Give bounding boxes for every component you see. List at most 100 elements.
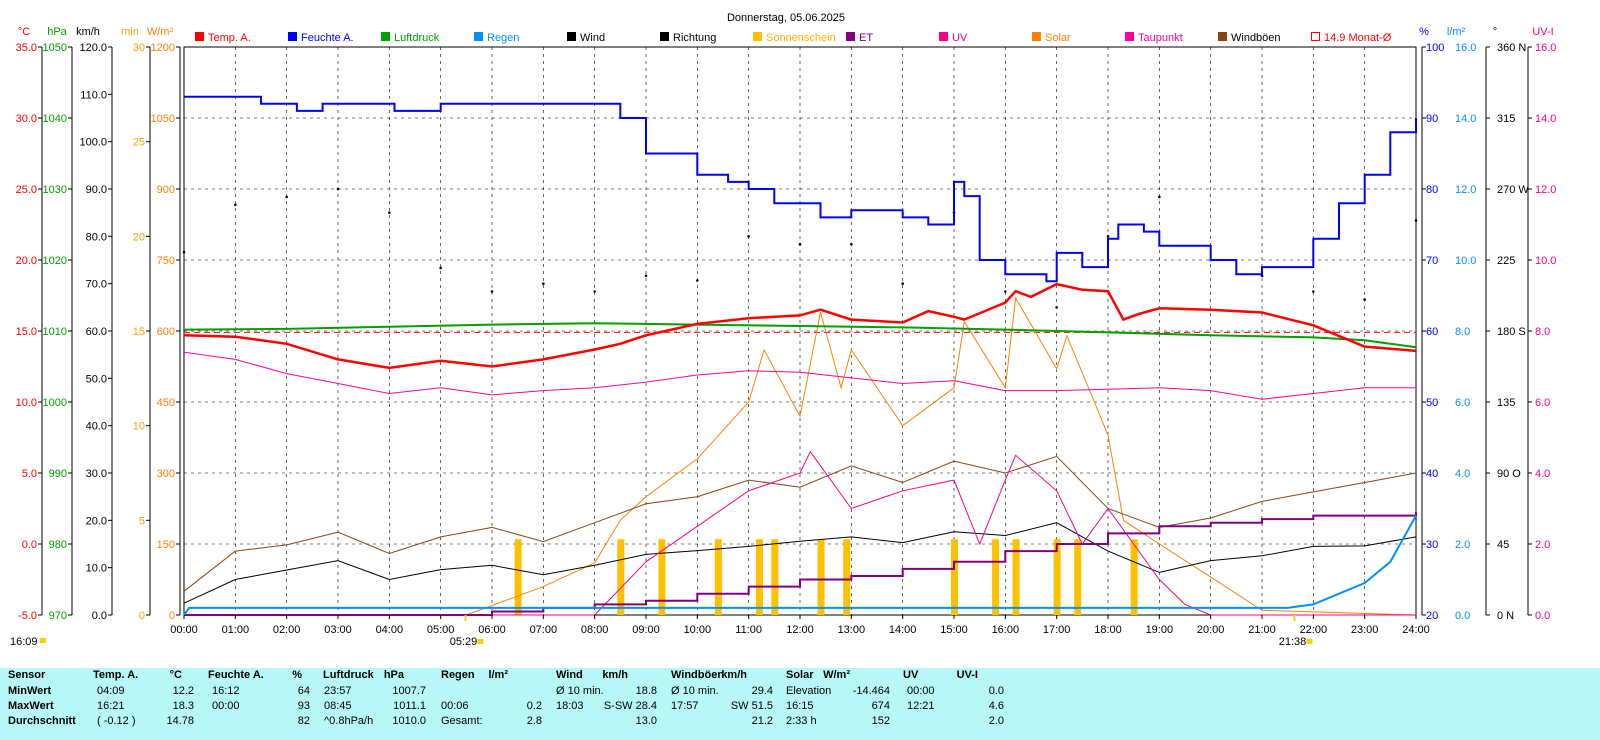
- stats-time: ^0.8hPa/h: [324, 715, 374, 727]
- x-tick-label: 14:00: [889, 624, 917, 636]
- direction-dot: [234, 203, 237, 207]
- series-regen: [183, 515, 1417, 616]
- legend-label: Luftdruck: [394, 32, 440, 44]
- series-et: [184, 512, 1417, 616]
- stats-header: Solar: [786, 669, 814, 681]
- axis-tick-label: 12.0: [1455, 184, 1476, 196]
- legend-swatch: [753, 32, 762, 41]
- stats-time: 2:33 h: [786, 715, 817, 727]
- axis-tick-label: 70.0: [86, 279, 107, 291]
- series-wind: [183, 522, 1417, 604]
- stats-value: 18.8: [635, 685, 657, 697]
- stats-value: 2.8: [526, 715, 542, 727]
- axis-tick-label: 360 N: [1497, 42, 1526, 54]
- legend-label: Richtung: [673, 32, 716, 44]
- stats-value: 14.78: [166, 715, 194, 727]
- direction-dot: [1055, 306, 1058, 309]
- stats-header: Sensor: [8, 669, 46, 681]
- sunshine-bar: [1130, 539, 1138, 615]
- axis-tick-label: 1020: [43, 255, 67, 267]
- legend-swatch: [288, 32, 297, 41]
- axis-tick-label: 0: [169, 610, 175, 622]
- axis-tick-label: 1030: [43, 184, 67, 196]
- stats-header: Temp. A.: [93, 669, 139, 681]
- stats-row-label: MinWert: [8, 685, 52, 697]
- axis-tick-label: 0.0: [92, 610, 107, 622]
- series-taupunkt: [183, 351, 1416, 400]
- axis-tick-label: 750: [157, 255, 175, 267]
- axis-tick-label: 225: [1497, 255, 1515, 267]
- stats-time: Gesamt:: [441, 715, 483, 727]
- x-tick-label: 02:00: [273, 624, 301, 636]
- direction-dot: [850, 242, 853, 246]
- direction-dot: [1004, 290, 1007, 293]
- axis-tick-label: 25.0: [16, 184, 37, 196]
- axis-tick-label: 14.0: [1455, 113, 1476, 125]
- axis-tick-label: 16.0: [1535, 42, 1556, 54]
- x-tick-label: 11:00: [735, 624, 762, 636]
- axis-tick-label: 0.0: [22, 539, 37, 551]
- stats-table: Sensor Temp. A. °C Feuchte A.% Luftdruck hPa R…: [0, 668, 1600, 740]
- axis-tick-label: 1050: [151, 113, 175, 125]
- series-temp-a-: [183, 282, 1417, 370]
- direction-dot: [542, 282, 545, 285]
- axis-tick-label: 110.0: [80, 89, 107, 101]
- series-feuchte-a-: [184, 95, 1417, 283]
- stats-value: 21.2: [751, 715, 773, 727]
- direction-dot: [593, 290, 596, 293]
- axis-tick-label: 1000: [43, 397, 67, 409]
- legend-swatch: [474, 32, 483, 41]
- x-tick-label: 10:00: [684, 624, 712, 636]
- stats-value: 0.0: [988, 685, 1004, 697]
- axis-tick-label: 8.0: [1535, 326, 1550, 338]
- stats-row-label: Durchschnitt: [8, 715, 76, 727]
- legend-swatch: [567, 32, 576, 41]
- axis-tick-label: 10.0: [86, 563, 107, 575]
- axis-tick-label: 135: [1497, 397, 1515, 409]
- axis-unit: UV-I: [1532, 26, 1553, 38]
- left-axes: °C 35.0 30.0 25.0 20.0 15.0 10.0 5.0 0.0 -5.0 hPa 1…: [16, 26, 181, 622]
- direction-dot: [490, 290, 494, 293]
- x-tick-label: 03:00: [324, 624, 352, 636]
- stats-time: 00:06: [441, 700, 469, 712]
- x-tick-label: 18:00: [1094, 624, 1122, 636]
- stats-value: 152: [871, 715, 890, 727]
- x-tick-label: 04:00: [376, 624, 404, 636]
- stats-value: 18.3: [172, 700, 194, 712]
- stats-time: 12:21: [907, 700, 935, 712]
- sunshine-bar: [658, 539, 666, 615]
- axis-tick-label: 30.0: [16, 113, 37, 125]
- legend-swatch: [195, 32, 204, 41]
- legend-swatch: [939, 32, 948, 41]
- stats-row-label: MaxWert: [8, 700, 54, 712]
- axis-unit: min: [121, 26, 139, 38]
- legend-swatch: [846, 32, 855, 41]
- direction-dot: [1158, 195, 1161, 199]
- stats-value: 4.6: [988, 700, 1004, 712]
- last-update-marker: [40, 638, 46, 643]
- x-tick-label: 00:00: [170, 624, 198, 636]
- x-tick-label: 20:00: [1197, 624, 1225, 636]
- stats-header: l/m²: [488, 669, 508, 681]
- sunshine-bar: [1053, 539, 1061, 615]
- series-uv: [184, 450, 1416, 616]
- axis-tick-label: 1050: [43, 42, 67, 54]
- stats-header: Feuchte A.: [208, 669, 264, 681]
- grid: [183, 46, 1417, 616]
- axis-tick-label: 0 N: [1497, 610, 1514, 622]
- stats-value: 64: [297, 685, 310, 697]
- axis-tick-label: 90 O: [1497, 468, 1521, 480]
- x-tick-label: 07:00: [530, 624, 558, 636]
- axis-tick-label: 315: [1497, 113, 1515, 125]
- direction-dot: [644, 274, 648, 278]
- axis-tick-label: 35.0: [16, 42, 37, 54]
- axis-tick-label: 50.0: [86, 373, 107, 385]
- x-tick-label: 08:00: [581, 624, 609, 636]
- direction-dot: [798, 242, 802, 246]
- axis-unit: l/m²: [1447, 26, 1466, 38]
- direction-dot: [747, 235, 750, 238]
- stats-time: 18:03: [556, 700, 584, 712]
- axis-unit: °: [1493, 26, 1497, 38]
- stats-time: ( -0.12 ): [97, 715, 136, 727]
- x-tick-label: 24:00: [1402, 624, 1430, 636]
